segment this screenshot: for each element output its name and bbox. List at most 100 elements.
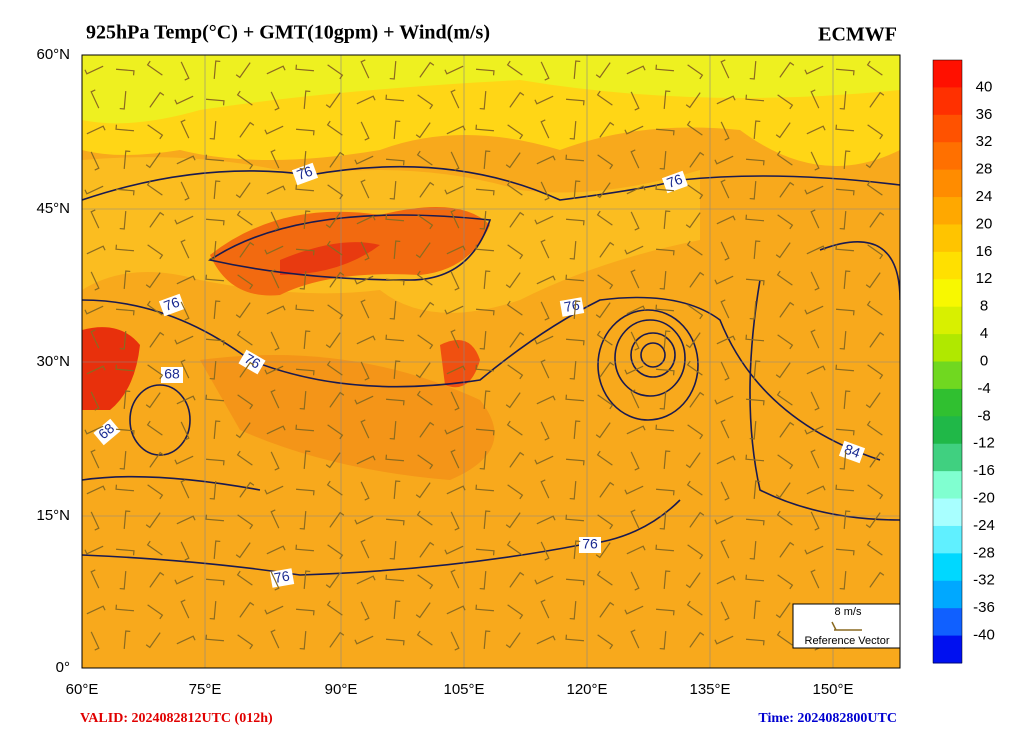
- wind-barb: [385, 214, 405, 222]
- wind-barb: [115, 548, 135, 556]
- wind-barb: [326, 360, 343, 376]
- wind-barb: [415, 482, 431, 499]
- wind-barb: [775, 362, 791, 379]
- wind-barb: [239, 361, 255, 378]
- wind-barb: [180, 119, 190, 139]
- field-hot-china: [440, 340, 480, 388]
- wind-barb: [777, 454, 794, 470]
- contour-label-bg: [238, 349, 266, 375]
- wind-barb: [776, 510, 793, 526]
- wind-barb: [446, 365, 466, 375]
- wind-barb: [720, 419, 730, 439]
- wind-barb: [810, 569, 820, 589]
- reference-vector-box: 8 m/s Reference Vector: [792, 603, 901, 649]
- contour-label-bg: [579, 537, 601, 553]
- wind-barb: [626, 65, 646, 75]
- wind-barb: [505, 632, 521, 649]
- wind-barb: [685, 572, 701, 589]
- wind-barb: [835, 484, 855, 492]
- wind-barb: [720, 241, 730, 261]
- wind-barb: [685, 332, 701, 349]
- wind-barb: [509, 331, 525, 348]
- wind-barb: [360, 241, 370, 261]
- wind-barb: [239, 481, 255, 498]
- wind-barb: [354, 155, 374, 165]
- wind-barb: [804, 305, 824, 315]
- contour-label-bg: [291, 162, 319, 186]
- wind-barb: [393, 480, 401, 500]
- wind-barb: [686, 120, 703, 136]
- wind-barb: [776, 630, 793, 646]
- wind-barb: [327, 304, 344, 320]
- wind-barb: [90, 631, 100, 651]
- wind-barb: [354, 395, 374, 405]
- contour-label-group: 68: [161, 366, 183, 383]
- wind-barb: [417, 334, 434, 350]
- wind-barb: [237, 634, 254, 650]
- wind-barb: [810, 89, 820, 109]
- wind-barb: [655, 544, 675, 552]
- wind-barb: [264, 605, 284, 615]
- wind-barb: [483, 270, 491, 290]
- wind-barb: [416, 270, 433, 286]
- wind-barb: [444, 425, 464, 435]
- wind-barb: [835, 364, 855, 372]
- wind-barb: [149, 91, 165, 108]
- wind-barb: [90, 89, 100, 109]
- wind-barb: [417, 214, 434, 230]
- colorbar-label: -32: [973, 572, 995, 589]
- field-hot-west: [82, 327, 140, 410]
- wind-barb: [867, 484, 884, 500]
- wind-barb: [745, 158, 765, 166]
- wind-barb: [714, 395, 734, 405]
- wind-barb: [626, 185, 646, 195]
- wind-barb: [599, 601, 615, 618]
- lon-label: 135°E: [689, 681, 730, 698]
- wind-barb: [687, 544, 704, 560]
- wind-barb: [180, 421, 190, 441]
- wind-barb: [753, 360, 761, 380]
- wind-barb: [237, 274, 254, 290]
- wind-barb: [687, 304, 704, 320]
- colorbar-swatch: [933, 114, 962, 143]
- wind-barb: [720, 121, 730, 141]
- wind-barb: [389, 60, 397, 80]
- colorbar-swatch: [933, 553, 962, 582]
- colorbar-label: 12: [976, 270, 993, 287]
- wind-barb: [90, 569, 100, 589]
- colorbar-label: 28: [976, 161, 993, 178]
- wind-barb: [685, 92, 701, 109]
- wind-barb: [507, 604, 524, 620]
- wind-barb: [205, 394, 225, 402]
- wind-barb: [569, 240, 577, 260]
- wind-barb: [595, 302, 611, 319]
- wind-barb: [299, 150, 307, 170]
- wind-barb: [839, 450, 847, 470]
- map-frame: [81, 54, 901, 669]
- wind-barb: [596, 210, 613, 226]
- wind-barb: [209, 120, 217, 140]
- wind-barb: [303, 330, 311, 350]
- colorbar-label: 32: [976, 133, 993, 150]
- wind-barb: [450, 569, 460, 589]
- wind-barb: [506, 60, 523, 76]
- wind-barb: [327, 184, 344, 200]
- wind-barb: [389, 420, 397, 440]
- wind-barb: [393, 240, 401, 260]
- wind-barb: [505, 152, 521, 169]
- wind-barb: [835, 124, 855, 132]
- wind-barb: [779, 421, 795, 438]
- wind-barb: [329, 631, 345, 648]
- wind-barb: [475, 244, 495, 252]
- wind-barb: [84, 65, 104, 75]
- wind-barb: [659, 390, 667, 410]
- wind-barb: [326, 600, 343, 616]
- wind-barb: [119, 330, 127, 350]
- wind-barb: [867, 244, 884, 260]
- wind-barb: [266, 425, 286, 435]
- wind-barb: [360, 361, 370, 381]
- colorbar-label: 40: [976, 78, 993, 95]
- wind-barb: [775, 602, 791, 619]
- colorbar-swatch: [933, 580, 962, 609]
- wind-barb: [145, 152, 161, 169]
